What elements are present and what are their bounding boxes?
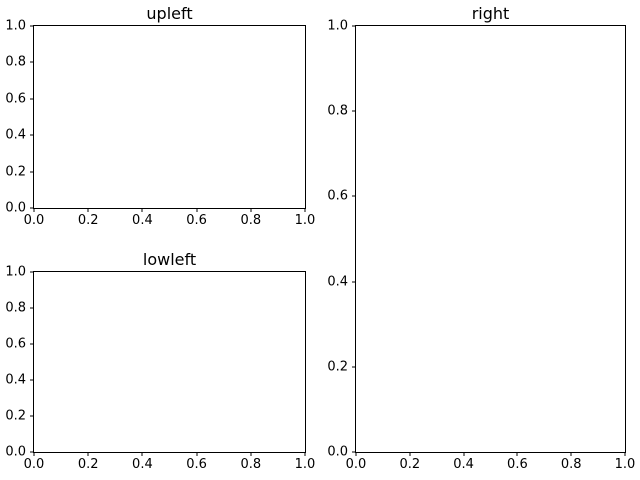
y-tick-mark <box>352 195 356 197</box>
x-tick-mark <box>196 452 198 456</box>
x-tick-label: 0.8 <box>240 457 262 472</box>
y-tick-label: 0.0 <box>5 444 26 460</box>
y-tick-mark <box>352 366 356 368</box>
y-tick-label: 0.4 <box>327 274 348 290</box>
x-tick-mark <box>304 452 306 456</box>
x-tick-mark <box>250 452 252 456</box>
y-tick-label: 0.0 <box>327 444 348 460</box>
x-tick-mark <box>33 452 35 456</box>
x-tick-mark <box>196 208 198 212</box>
x-tick-mark <box>304 208 306 212</box>
y-tick-mark <box>30 134 34 136</box>
y-tick-label: 0.6 <box>5 91 26 107</box>
axes-upleft: upleft 0.0 0.2 0.4 0.6 0.8 1.0 0.0 0.2 0.4 0.6 0.8… <box>5 4 315 227</box>
x-tick-label: 0.4 <box>132 457 153 472</box>
x-tick-label: 0.0 <box>345 457 367 472</box>
y-tick-mark <box>30 25 34 27</box>
y-tick-mark <box>30 379 34 381</box>
x-tick-mark <box>87 452 89 456</box>
y-tick-mark <box>352 281 356 283</box>
y-tick-label: 1.0 <box>5 264 26 280</box>
x-tick-label: 0.4 <box>453 457 474 472</box>
x-tick-label: 1.0 <box>294 457 316 472</box>
x-tick-mark <box>141 452 143 456</box>
x-tick-mark <box>250 208 252 212</box>
x-tick-label: 0.6 <box>186 457 207 472</box>
y-tick-mark <box>30 98 34 100</box>
y-tick-mark <box>352 25 356 27</box>
y-tick-label: 0.4 <box>5 127 26 143</box>
x-tick-label: 0.6 <box>186 213 207 228</box>
y-tick-mark <box>30 207 34 209</box>
x-tick-label: 1.0 <box>294 213 316 228</box>
y-tick-mark <box>352 110 356 112</box>
x-tick-mark <box>87 208 89 212</box>
x-tick-label: 0.2 <box>77 213 99 228</box>
y-tick-label: 0.6 <box>327 188 348 204</box>
x-tick-mark <box>624 452 626 456</box>
x-tick-label: 0.8 <box>240 213 262 228</box>
x-tick-mark <box>463 452 465 456</box>
x-tick-label: 0.6 <box>507 457 528 472</box>
y-tick-label: 0.2 <box>5 164 26 180</box>
axes-lowleft: lowleft 0.0 0.2 0.4 0.6 0.8 1.0 0.0 0.2 0.4 0.6 0.… <box>5 250 315 471</box>
y-tick-mark <box>30 61 34 63</box>
y-tick-label: 1.0 <box>327 18 348 34</box>
axes-upleft-title: upleft <box>146 3 193 23</box>
x-tick-label: 0.0 <box>23 457 45 472</box>
x-tick-label: 0.8 <box>560 457 582 472</box>
y-tick-mark <box>30 271 34 273</box>
y-tick-mark <box>30 171 34 173</box>
y-tick-mark <box>30 343 34 345</box>
y-tick-label: 0.6 <box>5 336 26 352</box>
y-tick-label: 0.4 <box>5 372 26 388</box>
x-tick-label: 1.0 <box>614 457 636 472</box>
y-tick-label: 0.0 <box>5 200 26 216</box>
x-tick-mark <box>516 452 518 456</box>
y-tick-label: 0.8 <box>327 103 348 119</box>
x-tick-mark <box>33 208 35 212</box>
x-tick-mark <box>141 208 143 212</box>
axes-lowleft-title: lowleft <box>142 249 197 269</box>
y-tick-mark <box>352 451 356 453</box>
x-tick-mark <box>409 452 411 456</box>
x-tick-label: 0.4 <box>132 213 153 228</box>
axes-right-title: right <box>471 3 510 23</box>
axes-right: right 0.0 0.2 0.4 0.6 0.8 1.0 0.0 0.2 0.4 0.6 0.8 1… <box>327 4 635 471</box>
y-tick-mark <box>30 451 34 453</box>
x-tick-label: 0.2 <box>77 457 99 472</box>
x-tick-mark <box>355 452 357 456</box>
x-tick-label: 0.2 <box>399 457 421 472</box>
y-tick-label: 0.8 <box>5 300 26 316</box>
y-tick-label: 0.2 <box>327 359 348 375</box>
y-tick-label: 1.0 <box>5 18 26 34</box>
y-tick-label: 0.8 <box>5 54 26 70</box>
y-tick-label: 0.2 <box>5 408 26 424</box>
x-tick-mark <box>570 452 572 456</box>
y-tick-mark <box>30 307 34 309</box>
x-tick-label: 0.0 <box>23 213 45 228</box>
y-tick-mark <box>30 415 34 417</box>
